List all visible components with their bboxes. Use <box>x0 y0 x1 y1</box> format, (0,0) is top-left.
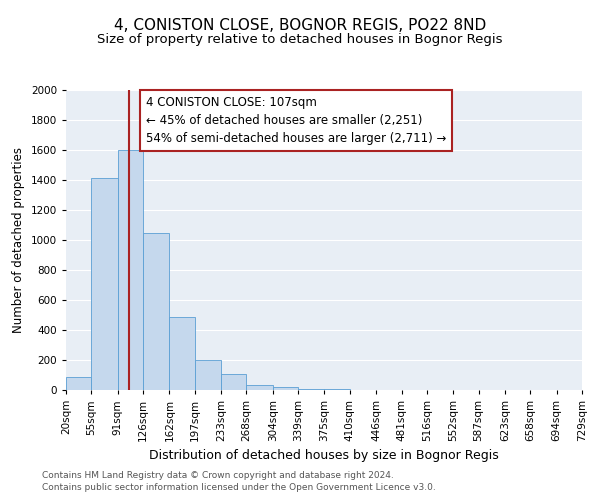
Bar <box>221 374 247 390</box>
Bar <box>272 387 298 390</box>
Text: 4, CONISTON CLOSE, BOGNOR REGIS, PO22 8ND: 4, CONISTON CLOSE, BOGNOR REGIS, PO22 8N… <box>114 18 486 32</box>
Text: Contains public sector information licensed under the Open Government Licence v3: Contains public sector information licen… <box>42 484 436 492</box>
Bar <box>91 178 118 390</box>
Text: Size of property relative to detached houses in Bognor Regis: Size of property relative to detached ho… <box>97 32 503 46</box>
Bar <box>118 150 143 390</box>
Bar <box>143 232 169 390</box>
Bar <box>195 360 221 390</box>
Bar <box>325 388 350 390</box>
X-axis label: Distribution of detached houses by size in Bognor Regis: Distribution of detached houses by size … <box>149 450 499 462</box>
Text: Contains HM Land Registry data © Crown copyright and database right 2024.: Contains HM Land Registry data © Crown c… <box>42 471 394 480</box>
Bar <box>298 388 325 390</box>
Bar <box>169 316 195 390</box>
Bar <box>247 385 272 390</box>
Text: 4 CONISTON CLOSE: 107sqm
← 45% of detached houses are smaller (2,251)
54% of sem: 4 CONISTON CLOSE: 107sqm ← 45% of detach… <box>146 96 446 145</box>
Bar <box>66 377 91 390</box>
Y-axis label: Number of detached properties: Number of detached properties <box>12 147 25 333</box>
